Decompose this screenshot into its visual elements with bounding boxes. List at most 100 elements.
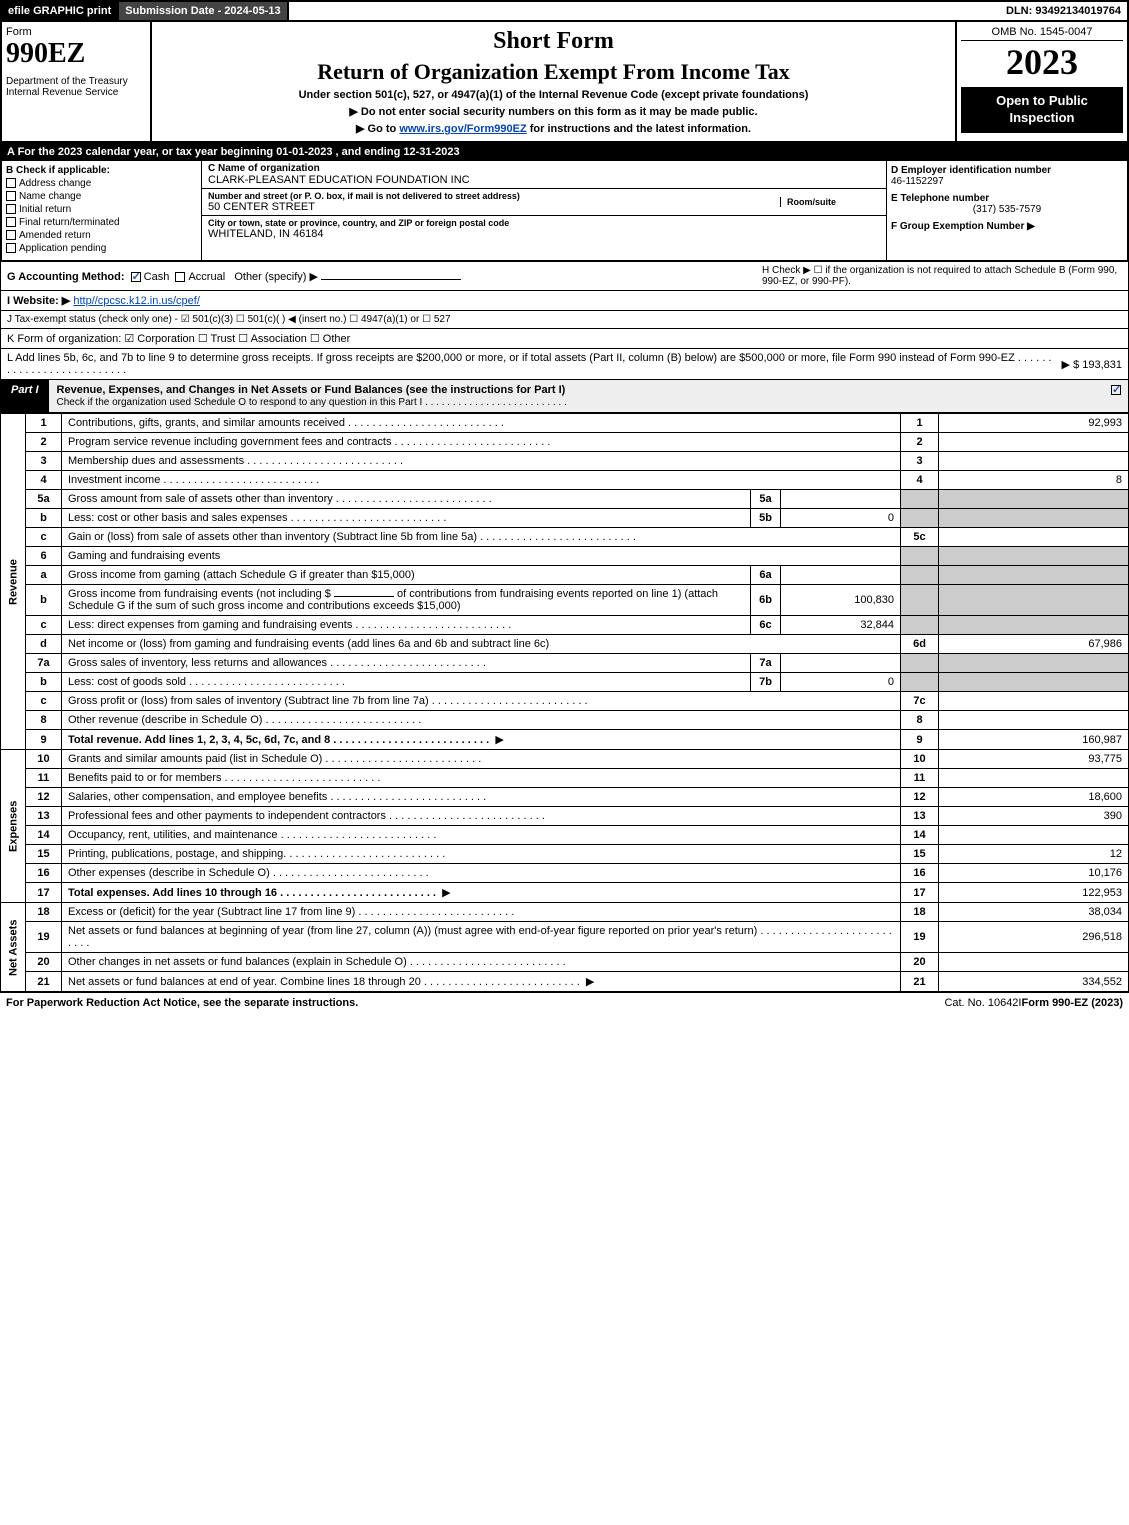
line-amount: 18,600 [939,788,1129,807]
phone-value: (317) 535-7579 [891,204,1123,215]
box-b-label: B Check if applicable: [6,165,197,176]
line-refnum: 6d [901,635,939,654]
line-num: 8 [26,711,62,730]
accounting-label: G Accounting Method: [7,271,125,283]
line-desc: Excess or (deficit) for the year (Subtra… [62,903,901,922]
shade-cell [939,547,1129,566]
sub-value [781,566,901,585]
checkbox-icon[interactable] [6,217,16,227]
checkbox-icon[interactable] [6,243,16,253]
line-amount: 12 [939,845,1129,864]
sub-value: 0 [781,673,901,692]
side-expenses: Expenses [1,750,26,903]
line-amount: 8 [939,471,1129,490]
shade-cell [939,490,1129,509]
org-name-label: C Name of organization [208,163,880,174]
line-num: 17 [26,883,62,903]
line-num: 11 [26,769,62,788]
tax-year: 2023 [961,41,1123,83]
checkbox-icon[interactable] [6,191,16,201]
row-h: H Check ▶ ☐ if the organization is not r… [762,265,1122,287]
section-a: A For the 2023 calendar year, or tax yea… [0,143,1129,161]
checkbox-icon[interactable] [1111,385,1121,395]
line-amount: 390 [939,807,1129,826]
line-refnum: 2 [901,433,939,452]
inspection-badge: Open to Public Inspection [961,87,1123,133]
checkbox-icon[interactable] [6,178,16,188]
line-desc: Total expenses. Add lines 10 through 16 … [62,883,901,903]
line-amount [939,433,1129,452]
shade-cell [901,673,939,692]
line-amount [939,769,1129,788]
line-num: b [26,509,62,528]
line-desc: Gross amount from sale of assets other t… [62,490,751,509]
irs-link[interactable]: www.irs.gov/Form990EZ [399,123,526,135]
line-refnum: 14 [901,826,939,845]
line-amount: 92,993 [939,414,1129,433]
addr-label: Number and street (or P. O. box, if mail… [208,191,774,201]
instr-pre: ▶ Go to [356,123,399,135]
checkbox-icon[interactable] [6,230,16,240]
line-desc: Occupancy, rent, utilities, and maintena… [62,826,901,845]
main-title: Return of Organization Exempt From Incom… [158,59,949,85]
line-desc: Salaries, other compensation, and employ… [62,788,901,807]
line-num: b [26,585,62,616]
table-row: 2 Program service revenue including gove… [1,433,1129,452]
checkbox-icon[interactable] [131,272,141,282]
line-refnum: 5c [901,528,939,547]
line-desc: Printing, publications, postage, and shi… [62,845,901,864]
title-block: Form 990EZ Department of the Treasury In… [0,22,1129,143]
shade-cell [939,654,1129,673]
line-amount: 122,953 [939,883,1129,903]
line-amount: 67,986 [939,635,1129,654]
sub-value [781,490,901,509]
line-refnum: 12 [901,788,939,807]
line-amount: 160,987 [939,730,1129,750]
side-revenue: Revenue [1,414,26,750]
sub-line: 6c [751,616,781,635]
line-desc: Gross profit or (loss) from sales of inv… [62,692,901,711]
dept-label: Department of the Treasury Internal Reve… [6,76,146,98]
line-refnum: 15 [901,845,939,864]
line-amount: 93,775 [939,750,1129,769]
submission-date: Submission Date - 2024-05-13 [119,2,288,20]
line-num: c [26,692,62,711]
footer-left: For Paperwork Reduction Act Notice, see … [6,997,944,1009]
omb-number: OMB No. 1545-0047 [961,26,1123,41]
line-desc: Total revenue. Add lines 1, 2, 3, 4, 5c,… [62,730,901,750]
checkbox-icon[interactable] [175,272,185,282]
arrow-icon: ▶ [495,734,503,746]
side-netassets: Net Assets [1,903,26,992]
table-row: Expenses 10 Grants and similar amounts p… [1,750,1129,769]
table-row: 4 Investment income 4 8 [1,471,1129,490]
line-desc: Net assets or fund balances at end of ye… [62,972,901,992]
instr-post: for instructions and the latest informat… [530,123,751,135]
line-desc: Other revenue (describe in Schedule O) [62,711,901,730]
table-row: b Gross income from fundraising events (… [1,585,1129,616]
arrow-icon: ▶ [586,976,594,988]
line-desc: Less: cost or other basis and sales expe… [62,509,751,528]
instr-link: ▶ Go to www.irs.gov/Form990EZ for instru… [158,122,949,135]
table-row: b Less: cost of goods sold 7b 0 [1,673,1129,692]
line-desc: Less: direct expenses from gaming and fu… [62,616,751,635]
box-e: E Telephone number (317) 535-7579 [891,193,1123,215]
opt-final-return: Final return/terminated [6,217,197,228]
table-row: 14 Occupancy, rent, utilities, and maint… [1,826,1129,845]
opt-address-change: Address change [6,178,197,189]
box-def: D Employer identification number 46-1152… [887,161,1127,260]
line-desc: Investment income [62,471,901,490]
row-gh: G Accounting Method: Cash Accrual Other … [0,262,1129,291]
shade-cell [939,566,1129,585]
shade-cell [901,547,939,566]
line-desc: Grants and similar amounts paid (list in… [62,750,901,769]
line-desc: Net assets or fund balances at beginning… [62,922,901,953]
table-row: c Gain or (loss) from sale of assets oth… [1,528,1129,547]
website-link[interactable]: http//cpcsc.k12.in.us/cpef/ [73,295,200,307]
table-row: 21 Net assets or fund balances at end of… [1,972,1129,992]
shade-cell [939,616,1129,635]
row-k: K Form of organization: ☑ Corporation ☐ … [0,329,1129,349]
table-row: 16 Other expenses (describe in Schedule … [1,864,1129,883]
footer: For Paperwork Reduction Act Notice, see … [0,992,1129,1013]
org-name: CLARK-PLEASANT EDUCATION FOUNDATION INC [208,174,880,186]
checkbox-icon[interactable] [6,204,16,214]
